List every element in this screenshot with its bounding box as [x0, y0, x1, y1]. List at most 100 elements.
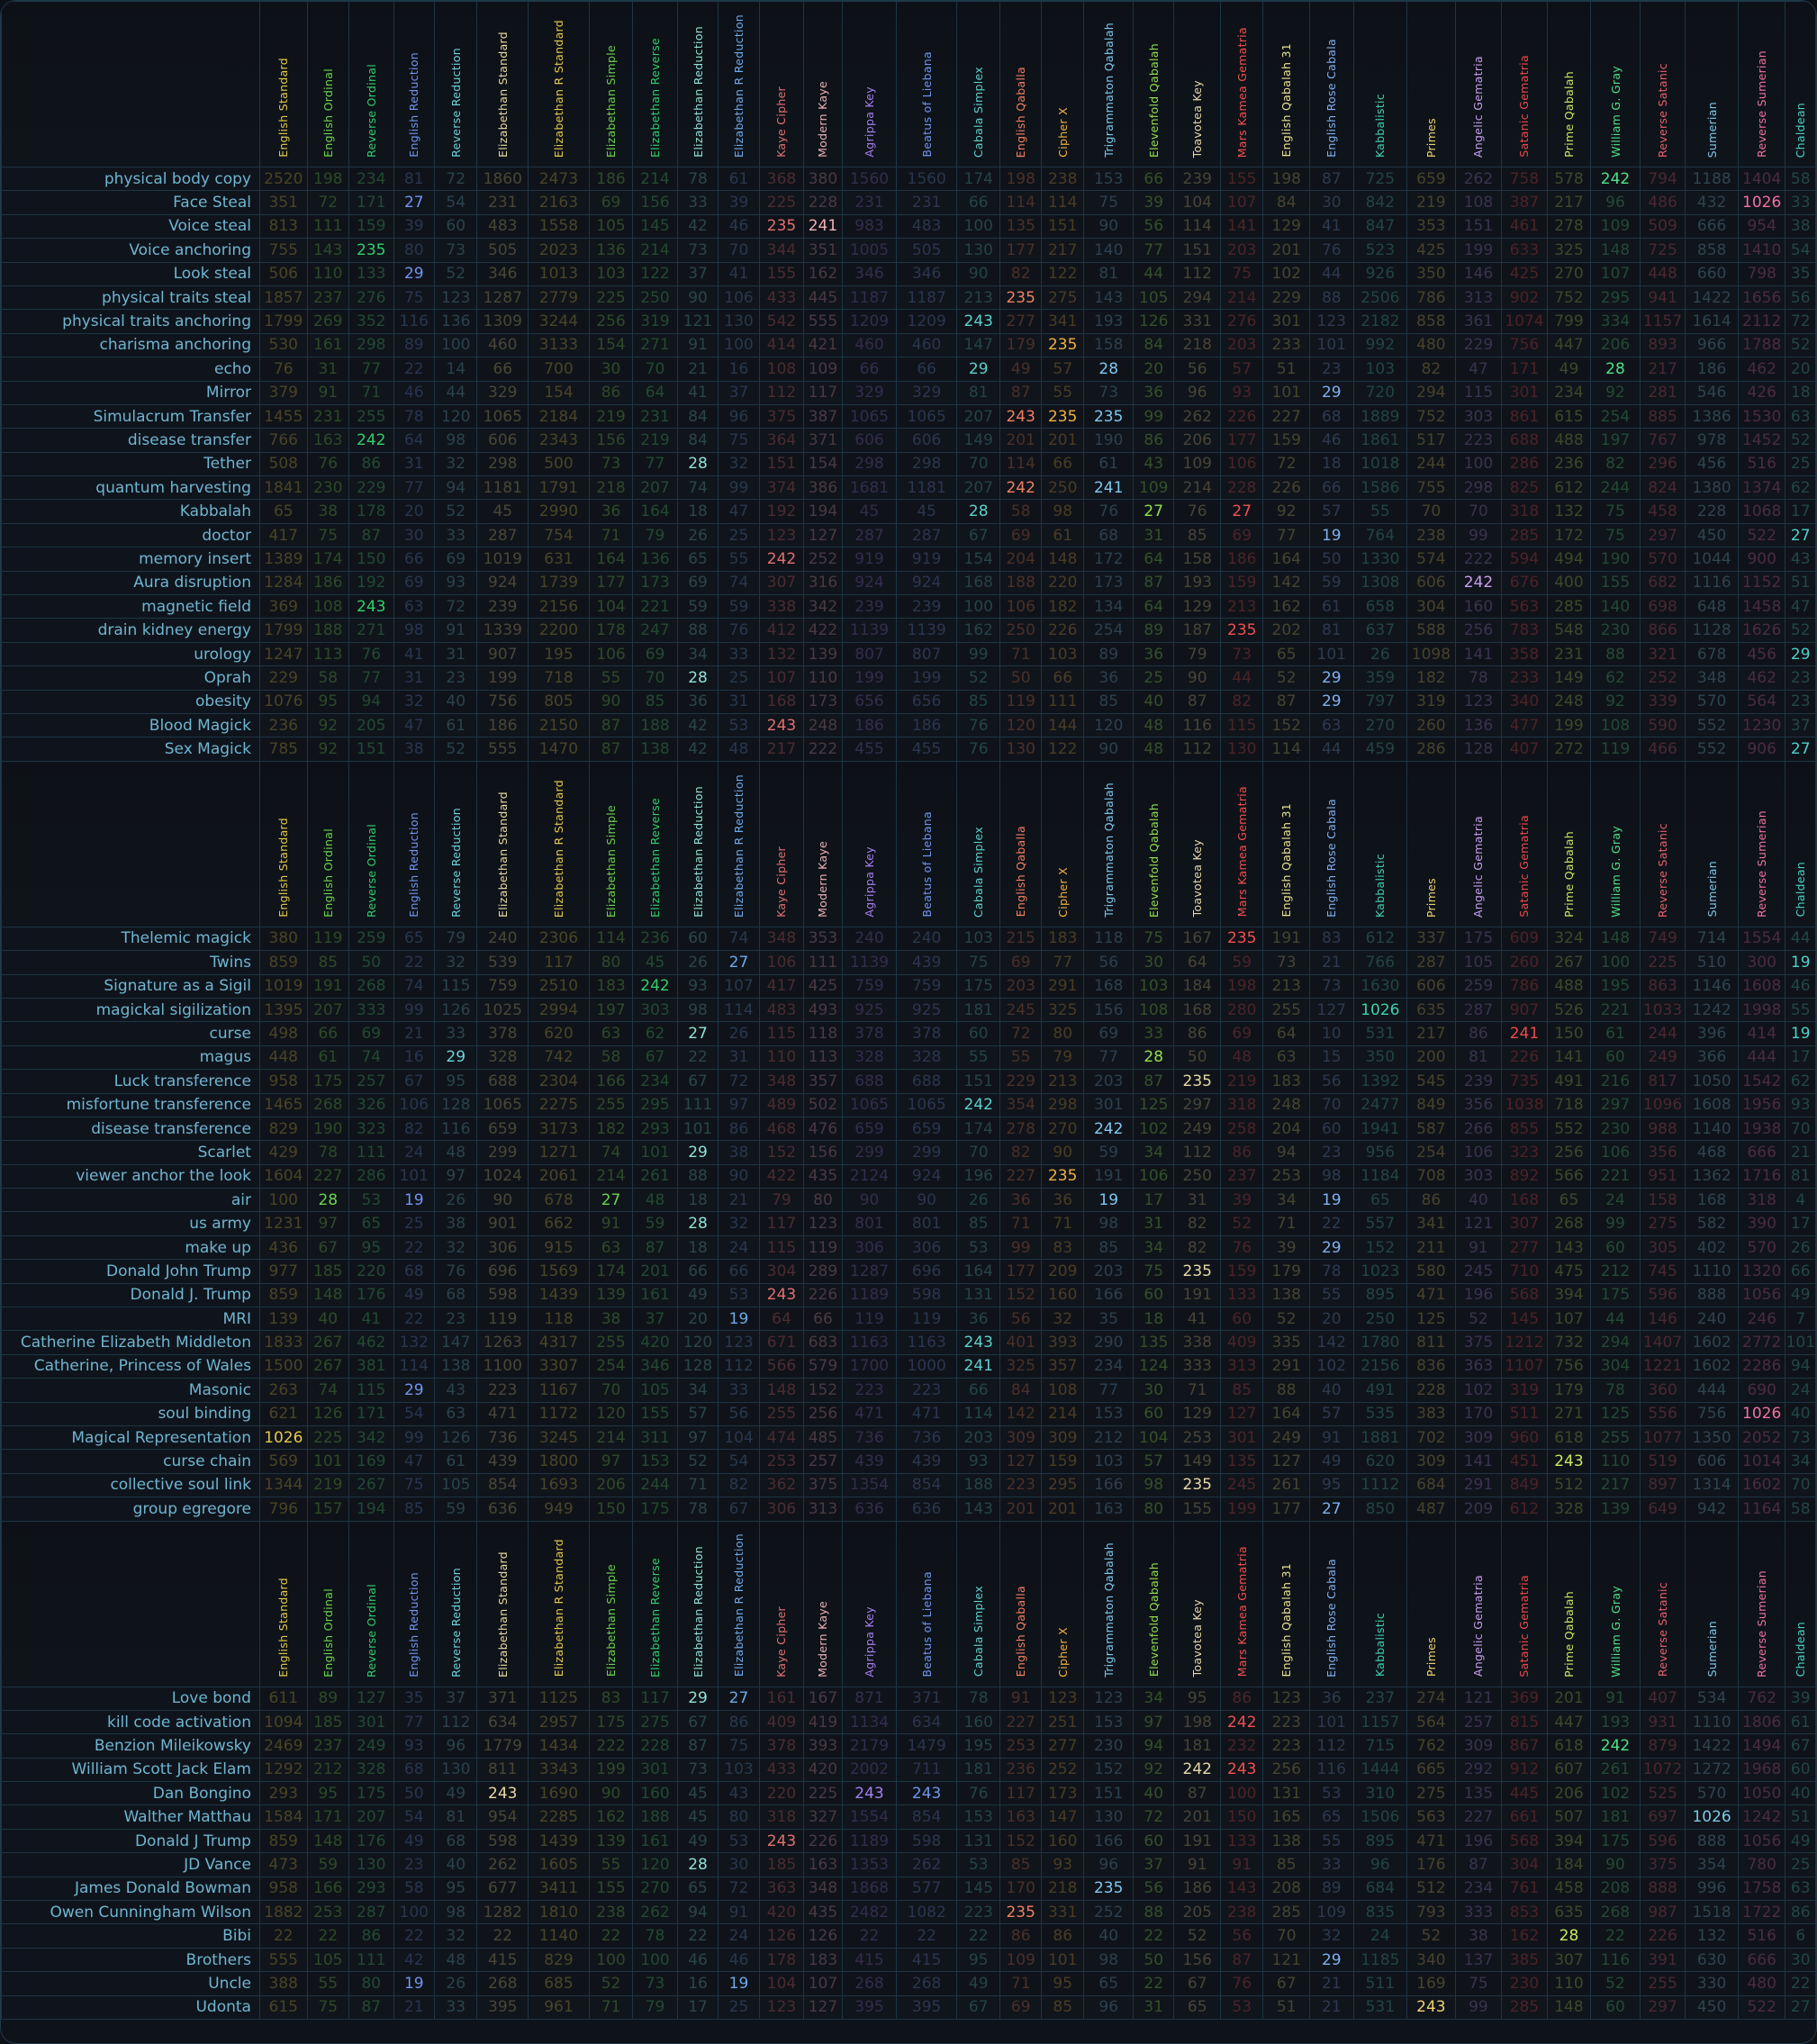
value-cell[interactable]: 253 [306, 1900, 350, 1925]
value-cell[interactable]: 2285 [528, 1804, 590, 1830]
value-cell[interactable]: 2473 [528, 166, 590, 192]
value-cell[interactable]: 762 [1406, 1733, 1456, 1759]
column-header[interactable]: William G. Gray [1590, 1, 1641, 167]
value-cell[interactable]: 58 [999, 499, 1042, 524]
column-header[interactable]: Elizabethan Reduction [676, 1520, 719, 1687]
value-cell[interactable]: 201 [1173, 1804, 1221, 1830]
value-cell[interactable]: 139 [588, 1282, 634, 1308]
value-cell[interactable]: 160 [632, 1781, 678, 1806]
value-cell[interactable]: 167 [803, 1686, 843, 1711]
value-cell[interactable]: 237 [1352, 1686, 1408, 1711]
value-cell[interactable]: 634 [896, 1709, 957, 1735]
column-header[interactable]: Mars Kamea Gematria [1219, 1, 1264, 167]
value-cell[interactable]: 304 [1590, 1353, 1641, 1379]
value-cell[interactable]: 221 [1590, 1163, 1641, 1189]
value-cell[interactable]: 152 [1083, 1757, 1134, 1783]
row-label[interactable]: Signature as a Sigil [1, 973, 260, 999]
value-cell[interactable]: 82 [393, 1116, 436, 1142]
value-cell[interactable]: 75 [1454, 1971, 1503, 1996]
value-cell[interactable]: 158 [1639, 1188, 1686, 1213]
column-header[interactable]: Elizabethan Reverse [632, 760, 678, 927]
value-cell[interactable]: 118 [1083, 926, 1134, 952]
value-cell-match[interactable]: 235 [1040, 1163, 1085, 1189]
value-cell[interactable]: 177 [1219, 428, 1264, 453]
value-cell[interactable]: 1506 [1352, 1804, 1408, 1830]
value-cell[interactable]: 217 [1590, 1472, 1641, 1498]
value-cell[interactable]: 552 [1546, 1116, 1592, 1142]
value-cell[interactable]: 67 [632, 1045, 678, 1071]
value-cell[interactable]: 31 [1132, 1994, 1175, 2021]
row-label[interactable]: air [1, 1188, 260, 1213]
value-cell[interactable]: 157 [306, 1497, 350, 1522]
column-header[interactable]: Elizabethan R Reduction [718, 760, 760, 927]
value-cell[interactable]: 678 [1685, 641, 1739, 667]
value-cell[interactable]: 341 [1406, 1211, 1456, 1236]
value-cell[interactable]: 238 [1406, 522, 1456, 548]
value-cell[interactable]: 240 [476, 926, 529, 952]
value-cell[interactable]: 306 [476, 1235, 529, 1261]
row-label[interactable]: Twins [1, 950, 260, 975]
value-cell[interactable]: 88 [676, 1163, 719, 1189]
value-cell[interactable]: 203 [1083, 1069, 1134, 1094]
value-cell[interactable]: 285 [1262, 1900, 1311, 1925]
value-cell[interactable]: 106 [718, 285, 760, 311]
value-cell[interactable]: 114 [1040, 190, 1085, 215]
value-cell[interactable]: 121 [1454, 1686, 1503, 1711]
value-cell[interactable]: 102 [1590, 1781, 1641, 1806]
value-cell[interactable]: 236 [999, 1757, 1042, 1783]
value-cell[interactable]: 37 [1132, 1852, 1175, 1877]
value-cell[interactable]: 1626 [1737, 618, 1786, 643]
value-cell[interactable]: 143 [1219, 1876, 1264, 1902]
value-cell[interactable]: 702 [1406, 1424, 1456, 1451]
value-cell[interactable]: 168 [1685, 1188, 1739, 1213]
value-cell[interactable]: 141 [1454, 641, 1503, 667]
value-cell[interactable]: 75 [718, 428, 760, 453]
value-cell[interactable]: 1716 [1737, 1163, 1786, 1189]
value-cell[interactable]: 798 [1737, 261, 1786, 286]
value-cell[interactable]: 407 [1639, 1686, 1686, 1711]
value-cell[interactable]: 66 [718, 1259, 760, 1284]
value-cell[interactable]: 52 [433, 737, 478, 762]
value-cell[interactable]: 61 [1040, 522, 1085, 548]
value-cell[interactable]: 391 [1639, 1947, 1686, 1973]
value-cell[interactable]: 234 [632, 1069, 678, 1094]
value-cell[interactable]: 52 [588, 1971, 634, 1996]
value-cell[interactable]: 33 [433, 522, 478, 548]
column-header[interactable]: Chaldean [1785, 1, 1816, 167]
value-cell[interactable]: 179 [999, 332, 1042, 358]
value-cell[interactable]: 297 [1173, 1092, 1221, 1117]
value-cell[interactable]: 1560 [841, 166, 898, 192]
value-cell[interactable]: 468 [758, 1116, 805, 1142]
value-cell[interactable]: 126 [1132, 309, 1175, 334]
value-cell[interactable]: 1389 [258, 547, 308, 572]
row-label[interactable]: quantum harvesting [1, 475, 260, 501]
value-cell[interactable]: 67 [1262, 1971, 1311, 1996]
value-cell[interactable]: 212 [1083, 1424, 1134, 1451]
column-header[interactable]: Elizabethan Simple [588, 1, 634, 167]
value-cell-match[interactable]: 27 [718, 1686, 760, 1711]
value-cell[interactable]: 62 [1785, 475, 1816, 501]
value-cell[interactable]: 47 [1785, 594, 1816, 620]
value-cell[interactable]: 151 [955, 1069, 1001, 1094]
value-cell[interactable]: 319 [1406, 689, 1456, 714]
value-cell[interactable]: 328 [841, 1045, 898, 1071]
value-cell[interactable]: 80 [718, 1804, 760, 1830]
value-cell[interactable]: 111 [306, 213, 350, 240]
value-cell[interactable]: 60 [1590, 1235, 1641, 1261]
value-cell[interactable]: 219 [306, 1472, 350, 1498]
value-cell[interactable]: 177 [999, 238, 1042, 263]
value-cell[interactable]: 759 [841, 973, 898, 999]
value-cell[interactable]: 153 [1083, 1709, 1134, 1735]
value-cell[interactable]: 67 [676, 1709, 719, 1735]
value-cell[interactable]: 121 [1262, 1947, 1311, 1973]
value-cell[interactable]: 931 [1639, 1709, 1686, 1735]
value-cell[interactable]: 1282 [476, 1900, 529, 1925]
value-cell[interactable]: 42 [676, 213, 719, 240]
value-cell[interactable]: 43 [1785, 547, 1816, 572]
value-cell[interactable]: 2156 [1352, 1353, 1408, 1379]
value-cell[interactable]: 710 [1501, 1259, 1548, 1284]
value-cell-match[interactable]: 235 [758, 213, 805, 240]
value-cell[interactable]: 179 [1262, 1259, 1311, 1284]
value-cell[interactable]: 6 [1785, 1923, 1816, 1949]
value-cell[interactable]: 1181 [476, 475, 529, 501]
